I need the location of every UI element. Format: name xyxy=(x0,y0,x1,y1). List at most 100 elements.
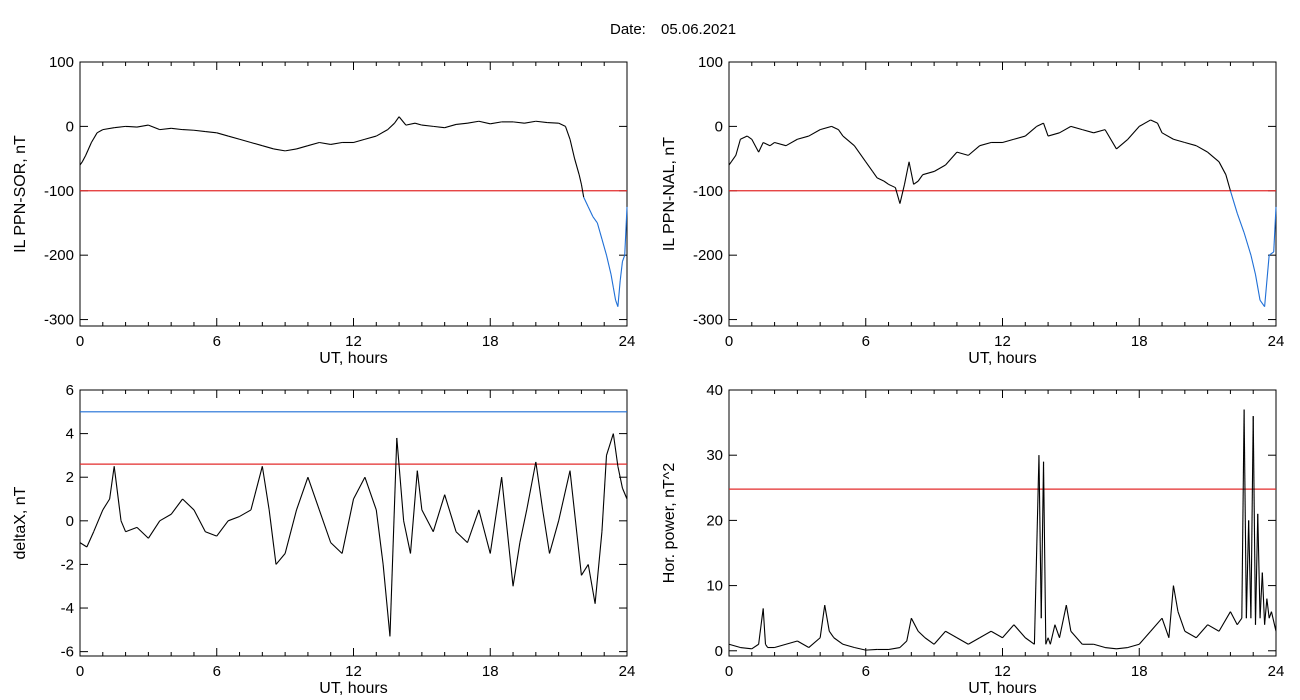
data-segment xyxy=(250,466,263,511)
data-segment xyxy=(432,494,446,532)
y-axis-label: IL PPN-SOR, nT xyxy=(12,135,29,253)
data-segment xyxy=(421,124,434,127)
data-segment xyxy=(853,145,867,163)
data-segment xyxy=(216,132,229,137)
data-segment xyxy=(601,238,608,256)
data-segment xyxy=(1070,630,1083,645)
y-tick-label: -200 xyxy=(44,247,74,264)
data-segment xyxy=(403,520,412,554)
data-segment xyxy=(86,531,95,548)
data-segment xyxy=(854,646,866,651)
y-axis-label: Hor. power, nT^2 xyxy=(661,463,678,584)
data-segment xyxy=(1138,119,1151,127)
data-segment xyxy=(785,138,798,147)
data-segment xyxy=(808,637,821,648)
data-segment xyxy=(917,174,924,182)
y-tick-label: -100 xyxy=(44,183,74,200)
data-segment xyxy=(307,141,320,147)
y-tick-label: 0 xyxy=(66,118,74,135)
data-segment xyxy=(79,161,83,166)
data-segment xyxy=(1243,409,1247,619)
data-segment xyxy=(535,120,548,124)
x-tick-label: 12 xyxy=(345,333,362,350)
data-segment xyxy=(617,280,621,307)
data-segment xyxy=(193,509,206,532)
data-segment xyxy=(159,127,172,131)
data-segment xyxy=(1250,255,1257,275)
data-segment xyxy=(1049,624,1056,645)
data-segment xyxy=(842,135,855,147)
data-segment xyxy=(387,122,395,131)
data-segment xyxy=(113,466,122,521)
y-tick-label: 30 xyxy=(706,447,723,464)
y-tick-label: -200 xyxy=(693,247,723,264)
data-segment xyxy=(1038,455,1042,619)
data-segment xyxy=(147,520,161,539)
data-segment xyxy=(842,643,855,649)
data-segment xyxy=(478,509,491,554)
data-segment xyxy=(375,509,384,565)
data-segment xyxy=(1195,624,1209,639)
data-segment xyxy=(364,477,377,511)
data-segment xyxy=(307,477,320,511)
data-segment xyxy=(569,139,576,159)
plot-frame xyxy=(728,61,1277,327)
data-segment xyxy=(774,141,787,147)
data-segment xyxy=(1161,132,1174,140)
data-segment xyxy=(1245,520,1250,619)
data-segment xyxy=(1168,585,1174,638)
data-segment xyxy=(797,640,810,649)
data-segment xyxy=(888,183,896,189)
data-segment xyxy=(833,637,844,645)
data-segment xyxy=(1236,213,1245,233)
data-segment xyxy=(908,161,915,185)
y-tick-label: 4 xyxy=(66,426,74,443)
data-segment xyxy=(93,509,104,532)
data-segment xyxy=(1156,122,1163,134)
data-segment xyxy=(1207,624,1220,632)
data-segment xyxy=(910,617,919,632)
data-segment xyxy=(284,509,298,554)
data-segment xyxy=(621,254,626,262)
y-tick-label: -300 xyxy=(44,312,74,329)
data-segment xyxy=(888,646,901,651)
x-tick-label: 12 xyxy=(345,663,362,680)
data-segment xyxy=(1248,520,1252,619)
data-segment xyxy=(1268,611,1272,619)
data-segment xyxy=(1104,646,1117,650)
data-segment xyxy=(216,520,229,537)
data-segment xyxy=(594,531,603,604)
data-segment xyxy=(512,121,525,124)
data-segment xyxy=(1261,572,1266,625)
data-segment xyxy=(376,129,388,137)
data-segment xyxy=(1184,141,1197,147)
data-segment xyxy=(917,630,926,639)
data-segment xyxy=(612,287,617,301)
data-segment xyxy=(956,637,969,645)
data-segment xyxy=(262,145,274,150)
data-segment xyxy=(1093,643,1106,649)
data-segment xyxy=(1116,646,1128,650)
data-segment xyxy=(574,158,580,175)
data-segment xyxy=(1264,255,1270,307)
data-segment xyxy=(592,216,598,224)
data-segment xyxy=(1236,617,1243,626)
data-segment xyxy=(769,142,775,147)
data-segment xyxy=(1024,125,1038,137)
y-axis-label: deltaX, nT xyxy=(12,486,29,559)
y-tick-label: 100 xyxy=(698,54,723,71)
x-tick-label: 24 xyxy=(619,663,636,680)
data-segment xyxy=(1054,624,1060,638)
data-segment xyxy=(913,180,919,185)
data-segment xyxy=(945,630,958,639)
data-segment xyxy=(1229,190,1238,214)
data-segment xyxy=(512,542,521,587)
data-segment xyxy=(159,513,172,522)
panel-ppn-sor: 0 6 12 18 24 -300 -200 -100 0 100 UT, hours IL PPN-… xyxy=(12,54,635,367)
data-segment xyxy=(285,148,297,152)
data-segment xyxy=(433,125,445,129)
data-segment xyxy=(1218,611,1231,632)
data-segment xyxy=(1273,206,1277,252)
data-segment xyxy=(587,564,596,604)
